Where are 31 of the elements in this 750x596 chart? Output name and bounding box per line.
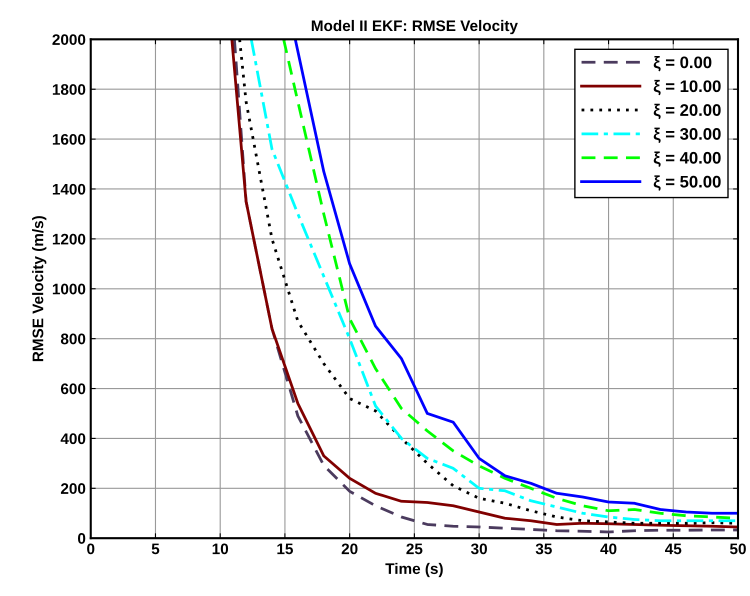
x-tick-label: 20 bbox=[342, 543, 358, 554]
legend-label: ξ = 10.00 bbox=[654, 80, 721, 96]
x-tick-label: 15 bbox=[277, 544, 293, 554]
legend-label: ξ = 20.00 bbox=[654, 104, 721, 120]
x-tick-label: 40 bbox=[600, 543, 616, 554]
legend-label: ξ = 30.00 bbox=[654, 128, 721, 143]
y-tick-label: 200 bbox=[60, 483, 86, 494]
y-tick-label: 0 bbox=[78, 533, 86, 544]
y-tick-label: 1000 bbox=[52, 284, 86, 294]
y-tick-label: 800 bbox=[60, 334, 86, 344]
y-tick-label: 1200 bbox=[52, 234, 86, 245]
x-tick-label: 10 bbox=[212, 543, 228, 554]
legend-label: ξ = 50.00 bbox=[654, 175, 721, 191]
x-axis-title: Time (s) bbox=[385, 562, 443, 578]
y-tick-label: 2000 bbox=[52, 34, 86, 46]
y-tick-label: 1800 bbox=[52, 84, 86, 95]
y-tick-label: 1600 bbox=[52, 134, 86, 145]
y-tick-label: 400 bbox=[60, 433, 86, 444]
x-tick-label: 0 bbox=[87, 543, 94, 554]
y-tick-label: 600 bbox=[60, 383, 86, 394]
x-tick-label: 45 bbox=[665, 544, 682, 554]
y-axis-title: RMSE Velocity (m/s) bbox=[32, 216, 46, 362]
legend-label: ξ = 0.00 bbox=[654, 56, 712, 72]
legend-label: ξ = 40.00 bbox=[654, 151, 721, 167]
x-tick-label: 25 bbox=[406, 543, 422, 554]
chart-title: Model II EKF: RMSE Velocity bbox=[312, 20, 518, 34]
x-tick-label: 50 bbox=[730, 543, 746, 554]
x-tick-label: 35 bbox=[536, 543, 552, 554]
x-tick-label: 30 bbox=[470, 543, 487, 554]
y-tick-label: 1400 bbox=[52, 184, 86, 195]
x-tick-label: 5 bbox=[152, 544, 160, 554]
